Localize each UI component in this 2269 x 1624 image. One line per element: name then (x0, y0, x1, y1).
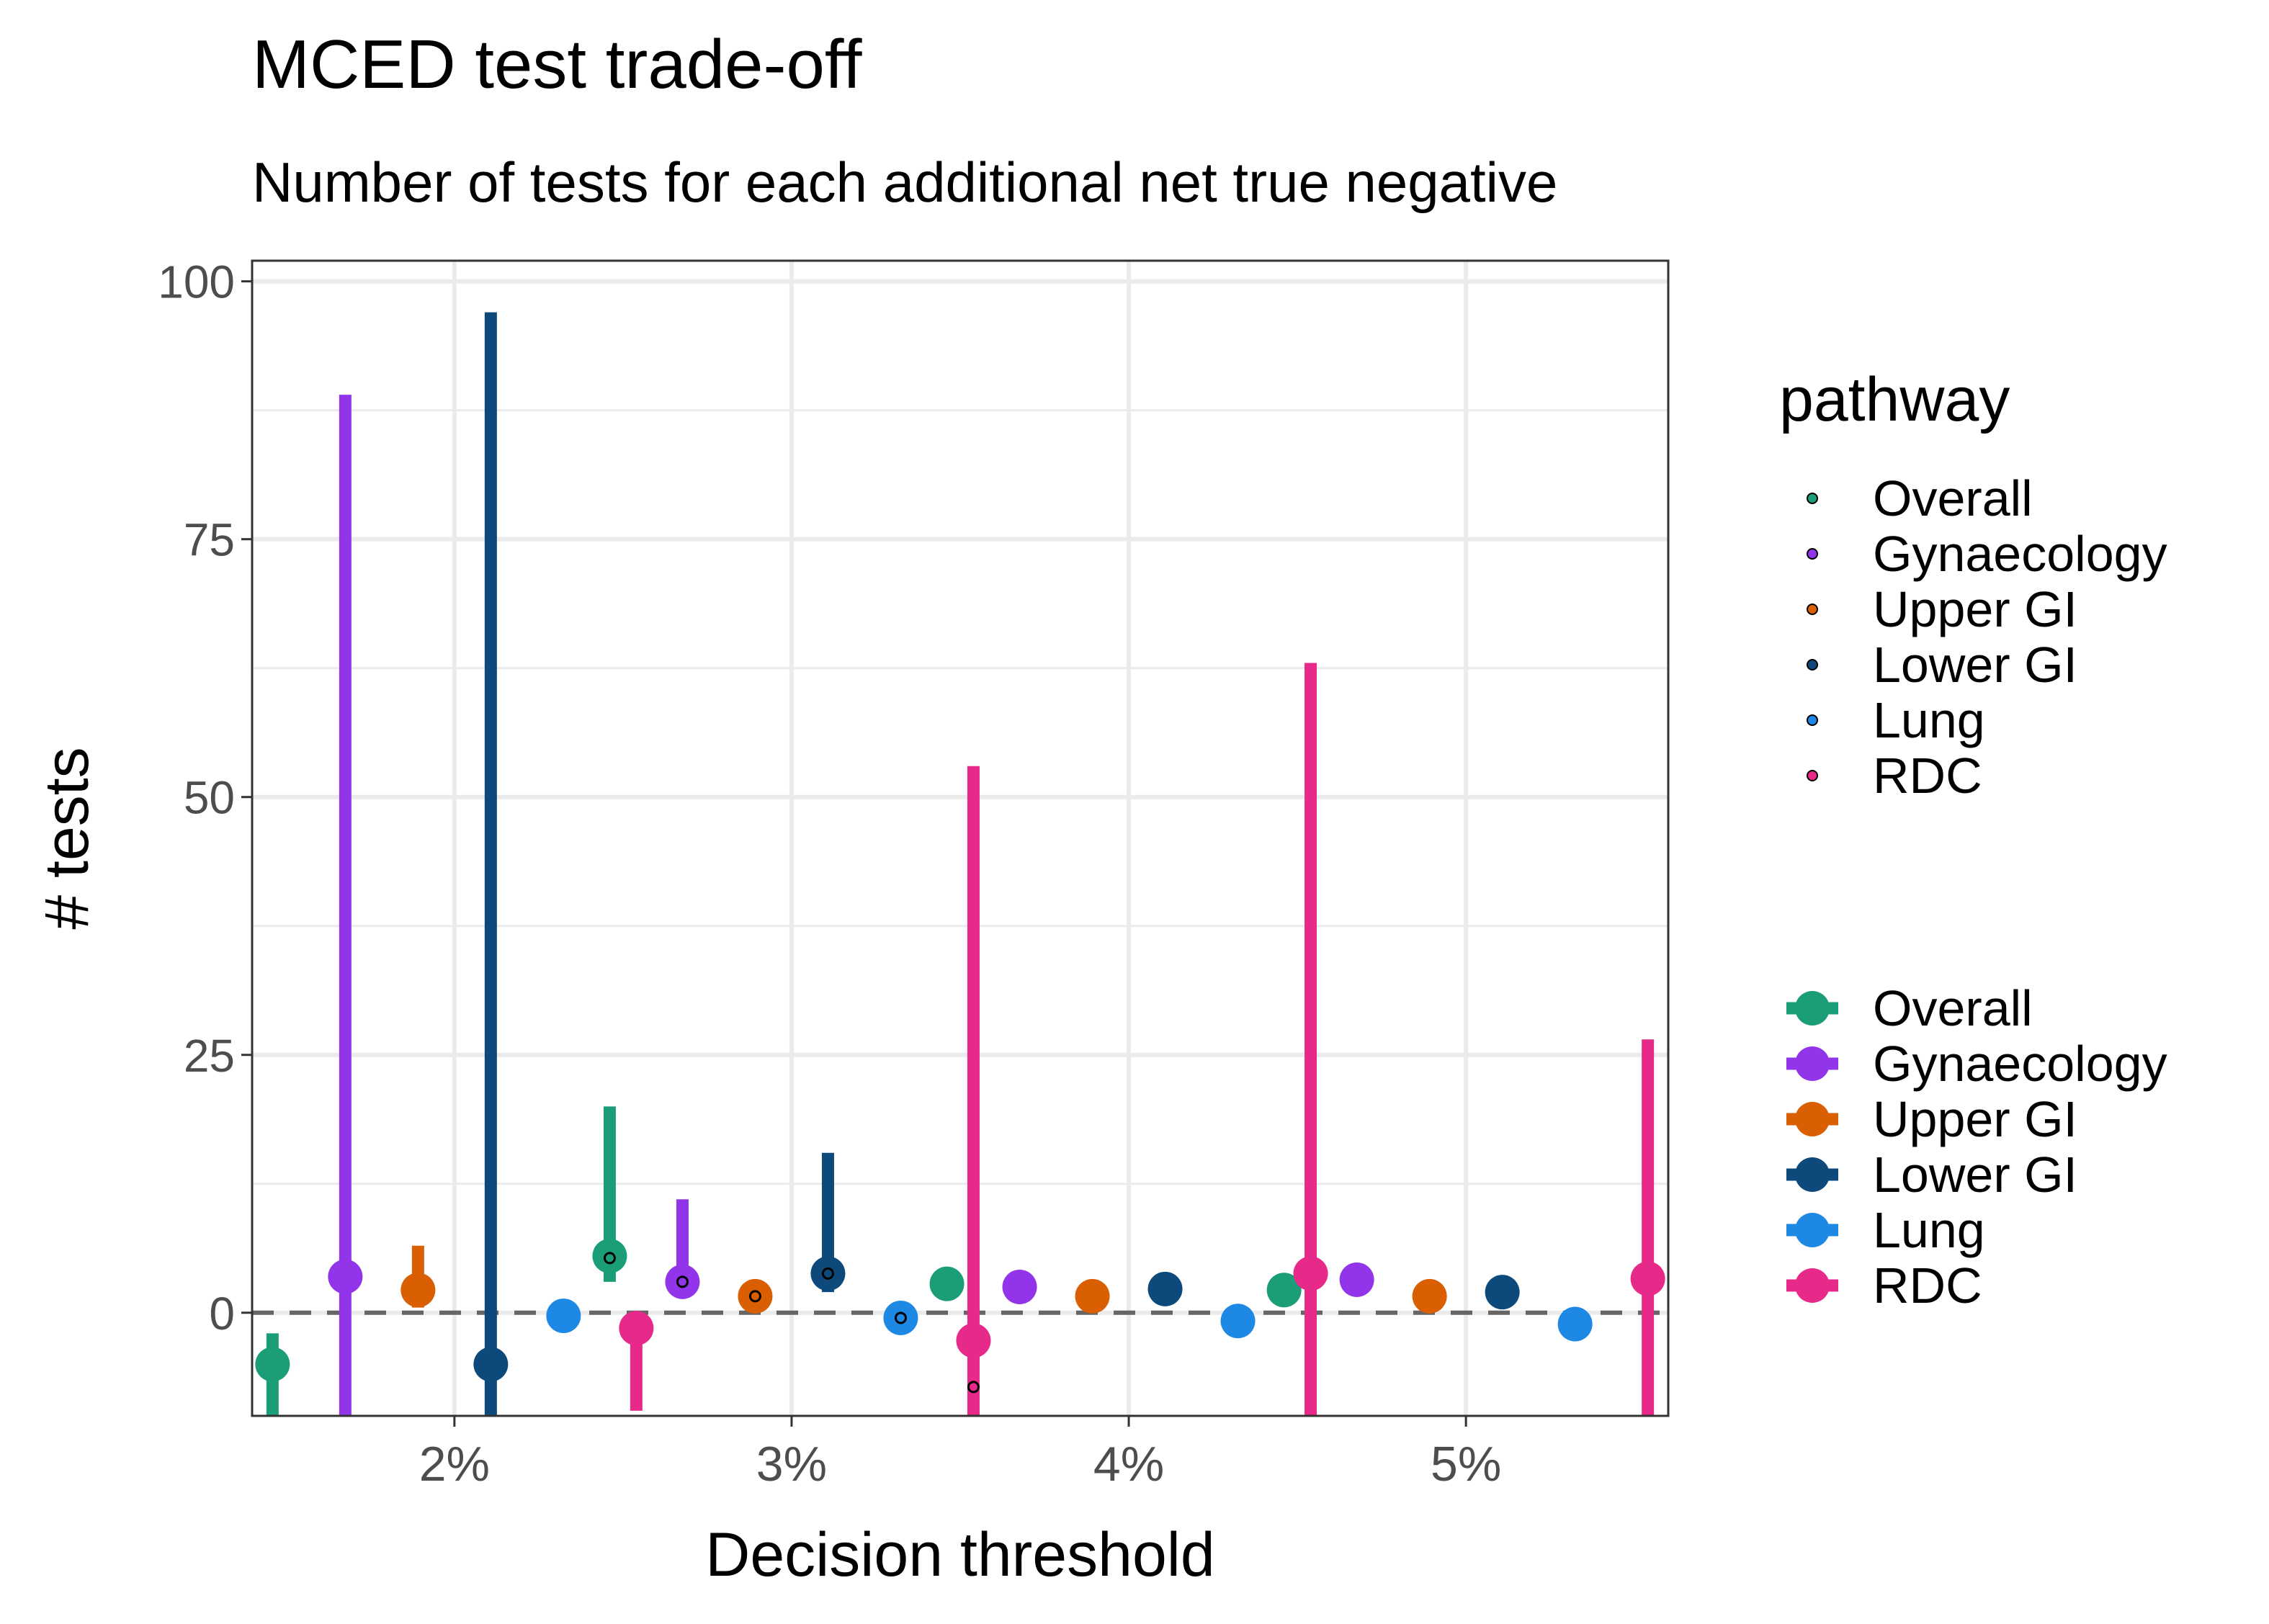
point-rdc (619, 1311, 654, 1346)
y-tick-label: 25 (184, 1030, 235, 1082)
small-point-lung (894, 1311, 907, 1324)
legend-small-label: Lung (1873, 692, 1985, 748)
x-axis-title: Decision threshold (705, 1520, 1214, 1589)
point-lung (546, 1298, 581, 1334)
legend-small-key (1807, 659, 1818, 670)
legend-large-label: RDC (1873, 1257, 1982, 1314)
x-tick-label: 5% (1431, 1437, 1501, 1491)
legend-large-key-point (1795, 1046, 1830, 1081)
legend-small-label: Gynaecology (1873, 526, 2167, 582)
x-tick-label: 4% (1093, 1437, 1164, 1491)
legend-large-label: Lung (1873, 1202, 1985, 1258)
point-upper-gi (400, 1273, 436, 1308)
legend-small-key (1807, 604, 1818, 615)
legend-small-label: Upper GI (1873, 581, 2077, 637)
legend-large-key-point (1795, 1157, 1830, 1192)
small-point-gynaecology (676, 1275, 689, 1288)
point-upper-gi (1412, 1278, 1447, 1314)
legend-small-label: Overall (1873, 470, 2033, 526)
data-marks (255, 312, 1665, 1416)
point-lower-gi (473, 1347, 509, 1382)
legend-small-key (1807, 493, 1818, 504)
plot-panel-border (251, 259, 1670, 1417)
point-lung (1557, 1306, 1593, 1342)
y-tick-label: 75 (184, 514, 235, 566)
point-rdc (1630, 1261, 1665, 1296)
point-lower-gi (1147, 1271, 1183, 1306)
y-tick-label: 0 (209, 1288, 235, 1340)
legend-small-key (1807, 770, 1818, 781)
axes: 0 25 50 75 100 2% 3% 4% 5% (158, 256, 1501, 1491)
x-tick-label: 3% (756, 1437, 827, 1491)
point-gynaecology (1339, 1262, 1374, 1297)
legend-large-key-point (1795, 1268, 1830, 1303)
legend-small-key (1807, 714, 1818, 726)
legend-large-label: Lower GI (1873, 1147, 2077, 1203)
legend-small-label: Lower GI (1873, 637, 2077, 693)
legend-large-key-point (1795, 991, 1830, 1026)
legend-large-key-point (1795, 1213, 1830, 1247)
chart-subtitle: Number of tests for each additional net … (252, 151, 1557, 214)
small-point-rdc (967, 1381, 980, 1394)
point-overall (929, 1266, 965, 1301)
y-axis-title: # tests (32, 747, 102, 929)
legend-large-key-point (1795, 1102, 1830, 1136)
y-tick-label: 100 (158, 256, 235, 308)
x-tick-label: 2% (419, 1437, 490, 1491)
legend-small-key (1807, 548, 1818, 560)
point-rdc (956, 1323, 991, 1358)
point-rdc (1293, 1256, 1328, 1291)
point-gynaecology (328, 1259, 363, 1294)
point-overall (1266, 1273, 1302, 1308)
point-overall (255, 1347, 290, 1382)
point-upper-gi (1075, 1278, 1110, 1314)
y-tick-label: 50 (184, 772, 235, 824)
legend-small-label: RDC (1873, 748, 1982, 804)
small-point-overall (603, 1252, 616, 1265)
legend-large-label: Gynaecology (1873, 1036, 2167, 1092)
legend-title: pathway (1779, 365, 2010, 434)
point-lower-gi (1485, 1275, 1520, 1310)
point-gynaecology (1002, 1269, 1037, 1304)
legend-large-label: Upper GI (1873, 1091, 2077, 1147)
legend-large-label: Overall (1873, 980, 2033, 1036)
point-lung (1220, 1304, 1256, 1339)
small-point-lower-gi (821, 1267, 834, 1280)
small-point-upper-gi (748, 1290, 761, 1303)
chart-title: MCED test trade-off (252, 26, 862, 103)
